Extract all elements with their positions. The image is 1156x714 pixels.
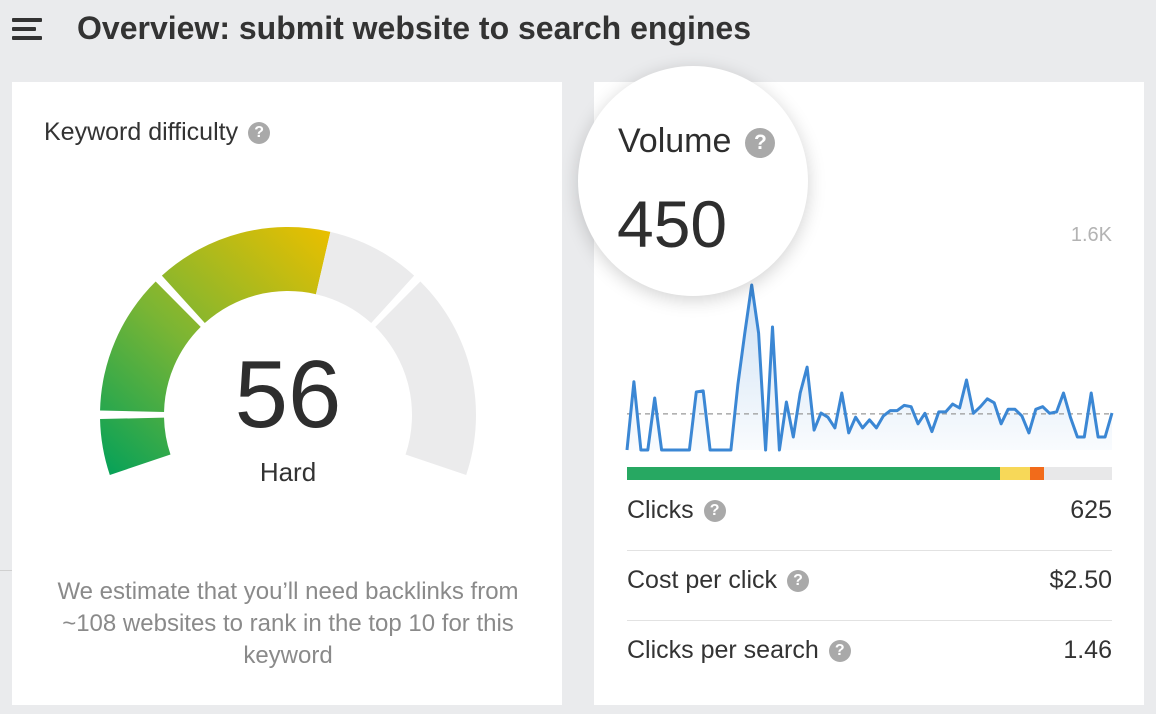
help-icon[interactable]: ? xyxy=(787,570,810,593)
help-icon[interactable]: ? xyxy=(703,500,726,523)
metric-row-cpc: Cost per click? $2.50 xyxy=(627,550,1112,621)
volume-highlight-circle xyxy=(578,66,808,296)
distribution-segment xyxy=(1000,467,1030,480)
position-distribution-bar xyxy=(627,467,1112,480)
divider xyxy=(0,570,12,571)
keyword-difficulty-label: Keyword difficulty? xyxy=(44,118,271,147)
help-icon[interactable]: ? xyxy=(248,122,271,145)
difficulty-rating: Hard xyxy=(259,457,317,487)
gauge-segment-empty xyxy=(375,281,476,475)
hamburger-menu-icon[interactable] xyxy=(12,16,42,40)
metric-label: Cost per click xyxy=(627,566,778,594)
metric-row-clicks-per-search: Clicks per search? 1.46 xyxy=(627,620,1112,690)
page-title: Overview: submit website to search engin… xyxy=(77,10,751,46)
volume-label: Volume? xyxy=(618,122,776,161)
distribution-segment xyxy=(627,467,1001,480)
difficulty-score: 56 xyxy=(234,341,342,448)
chart-max-label: 1.6K xyxy=(1070,224,1112,246)
keyword-difficulty-title: Keyword difficulty xyxy=(44,118,239,146)
metric-label: Clicks xyxy=(627,496,694,524)
help-icon[interactable]: ? xyxy=(828,640,851,663)
metric-row-clicks: Clicks? 625 xyxy=(627,480,1112,551)
gauge-segment-filled xyxy=(100,281,201,413)
volume-line xyxy=(625,283,1114,452)
distribution-segment xyxy=(1029,467,1045,480)
help-icon[interactable]: ? xyxy=(745,128,776,159)
metric-value: $2.50 xyxy=(1049,566,1112,594)
metric-value: 625 xyxy=(1070,496,1112,524)
gauge-segment-filled xyxy=(161,227,331,324)
distribution-segment xyxy=(1044,467,1112,480)
volume-value: 450 xyxy=(617,187,728,261)
volume-title: Volume xyxy=(618,122,732,160)
gauge-segment-filled xyxy=(100,417,171,475)
difficulty-note: We estimate that you’ll need backlinks f… xyxy=(57,578,519,669)
metric-value: 1.46 xyxy=(1063,636,1112,664)
metric-label: Clicks per search xyxy=(627,636,819,664)
gauge-segment-empty xyxy=(315,231,415,324)
volume-area xyxy=(627,285,1112,450)
